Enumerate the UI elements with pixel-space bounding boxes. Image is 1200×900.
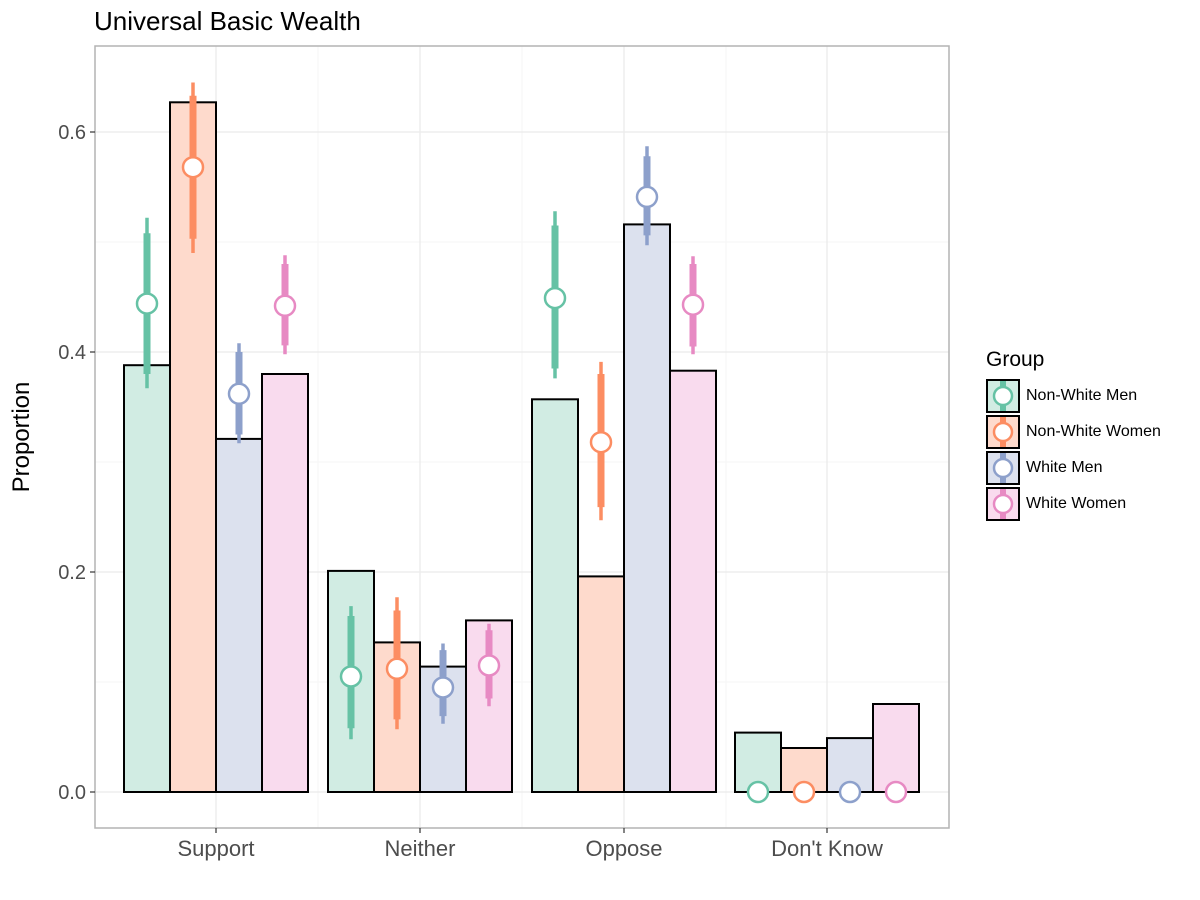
bar [623,223,671,793]
legend-point [992,457,1014,479]
point-estimate [589,430,613,454]
legend-item: Non-White Men [986,378,1161,414]
x-tick-label: Support [177,836,254,861]
legend-item: White Men [986,450,1161,486]
point-estimate [135,292,159,315]
point-estimate [181,155,205,179]
legend-key [986,451,1020,485]
y-tick-label: 0.4 [58,342,86,364]
legend-point [992,385,1014,407]
panel-border [94,45,950,829]
point-estimate [227,382,251,406]
legend-key [986,415,1020,449]
bar [531,398,579,793]
bar [872,703,920,793]
legend-label: Non-White Men [1026,387,1138,404]
legend-label: White Women [1026,495,1127,512]
axis-layer: 0.0 0.2 0.4 0.6 Support Neither Oppose Don't Kn… [58,45,950,861]
x-tick-label: Neither [385,836,456,861]
point-estimate [339,665,363,688]
legend-label: White Men [1026,459,1103,476]
point-estimate [431,676,455,699]
bar [261,373,309,793]
bar [123,364,171,793]
legend-label: Non-White Women [1026,423,1161,440]
y-tick-label: 0.0 [58,782,86,804]
chart-title: Universal Basic Wealth [94,6,361,36]
legend: Group Non-White Men Non-White Women White … [986,348,1161,522]
legend-item: White Women [986,486,1161,522]
bar [215,437,263,793]
point-layer [135,155,908,804]
point-estimate [792,780,816,804]
point-estimate [385,657,409,681]
legend-item: Non-White Women [986,414,1161,450]
y-tick-label: 0.6 [58,122,86,144]
legend-point [992,493,1014,515]
point-estimate [681,293,705,316]
point-estimate [884,780,908,804]
legend-key [986,379,1020,413]
legend-title: Group [986,348,1045,371]
y-tick-label: 0.2 [58,562,86,584]
legend-point [992,421,1014,443]
bar [577,575,625,794]
legend-key [986,487,1020,521]
point-estimate [635,185,659,209]
x-tick-label: Oppose [585,836,662,861]
point-estimate [838,780,862,804]
point-estimate [273,294,297,318]
legend-items: Non-White Men Non-White Women White Men Whi… [986,378,1161,522]
bar [669,369,717,793]
point-estimate [746,780,770,804]
point-estimate [543,286,567,310]
x-tick-label: Don't Know [771,836,883,861]
point-estimate [477,654,501,677]
